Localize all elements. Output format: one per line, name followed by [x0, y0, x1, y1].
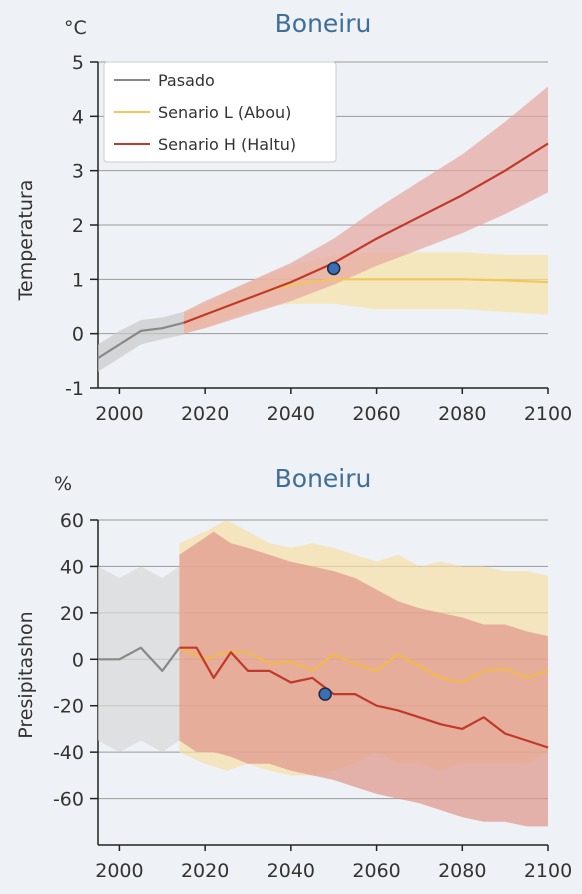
series-line-1	[178, 646, 549, 684]
x-tick-label: 2100	[524, 403, 572, 425]
uncertainty-band-2	[179, 531, 548, 827]
precipitation-panel: Boneiru % Presipitashon -60-40-200204060…	[15, 464, 572, 882]
uncertainty-band-0	[98, 566, 180, 753]
y-tick-label: 0	[72, 649, 84, 671]
x-tick-label: 2020	[181, 403, 229, 425]
x-tick-label: 2020	[181, 860, 229, 882]
y-tick-label: 1	[72, 269, 84, 291]
y-axis-label-temperature: Temperatura	[15, 180, 37, 302]
x-tick-label: 2040	[267, 860, 315, 882]
series-line-2	[183, 142, 549, 324]
uncertainty-band-0	[98, 311, 184, 372]
y-tick-label: 60	[60, 510, 84, 532]
x-tick-label: 2000	[95, 403, 143, 425]
legend-label-pasado: Pasado	[158, 71, 215, 90]
legend-label-senario-h: Senario H (Haltu)	[158, 135, 296, 154]
y-tick-label: 40	[60, 556, 84, 578]
x-tick-label: 2100	[524, 860, 572, 882]
y-tick-label: 4	[72, 106, 84, 128]
y-tick-label: 3	[72, 161, 84, 183]
x-tick-label: 2060	[352, 860, 400, 882]
series-line-2	[179, 646, 549, 749]
temperature-panel: Boneiru °C Temperatura -1 0 1 2 3 4 5 2000 2020 2…	[15, 9, 572, 425]
y-tick-label: -60	[53, 789, 84, 811]
y-unit-precipitation: %	[54, 473, 72, 495]
y-tick-label: 2	[72, 215, 84, 237]
x-tick-label: 2080	[438, 403, 486, 425]
chart-title-precipitation: Boneiru	[275, 464, 372, 493]
y-tick-label: 0	[72, 324, 84, 346]
plot-area: -1 0 1 2 3 4 5 2000 2020 2040 2060 2080 2100	[65, 52, 572, 425]
y-tick-label: 5	[72, 52, 84, 74]
x-tick-label: 2080	[438, 860, 486, 882]
marker-point	[326, 261, 341, 276]
y-tick-label: -40	[53, 742, 84, 764]
chart-title-temperature: Boneiru	[275, 9, 372, 38]
y-unit-temperature: °C	[64, 17, 87, 39]
uncertainty-band-2	[183, 86, 548, 334]
x-tick-label: 2060	[352, 403, 400, 425]
x-tick-label: 2040	[267, 403, 315, 425]
y-tick-label: -1	[65, 378, 84, 400]
legend: Pasado Senario L (Abou) Senario H (Haltu…	[103, 61, 337, 163]
y-tick-label: -20	[53, 696, 84, 718]
series-line-0	[97, 321, 184, 360]
legend-label-senario-l: Senario L (Abou)	[158, 103, 291, 122]
x-tick-label: 2000	[95, 860, 143, 882]
y-axis-label-precipitation: Presipitashon	[15, 611, 37, 738]
legend-box	[103, 61, 337, 163]
series-line-0	[98, 646, 181, 672]
marker-point	[318, 687, 332, 701]
y-tick-label: 20	[60, 603, 84, 625]
